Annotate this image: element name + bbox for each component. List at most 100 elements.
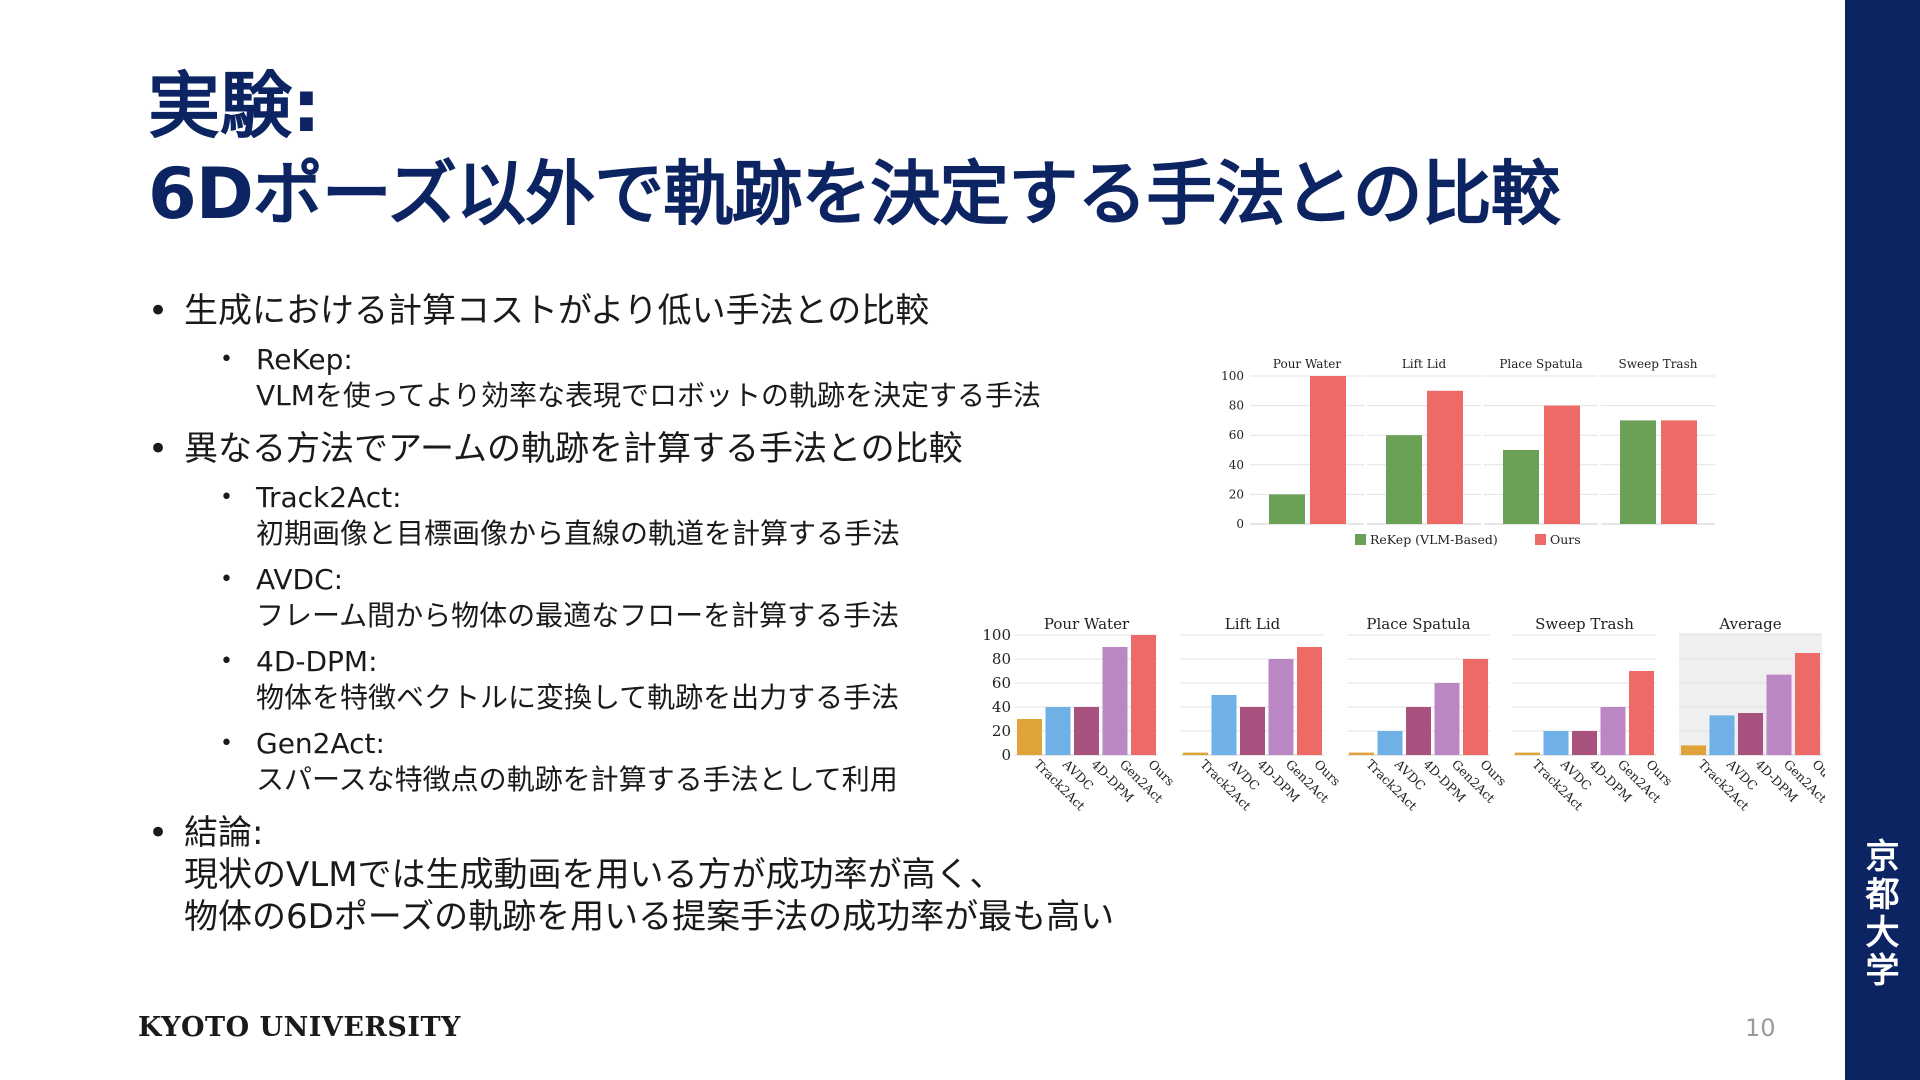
kyoto-university-logo: 京 都 大 学 — [1845, 838, 1920, 990]
bar-avdc — [1211, 695, 1237, 755]
bar-track2act — [1515, 752, 1540, 755]
trajectory-methods-chart: Pour WaterTrack2ActAVDC4D-DPMGen2ActOurs… — [982, 615, 1825, 813]
method-name: Track2Act: — [256, 481, 402, 514]
bar-gen2act — [1102, 647, 1128, 755]
bar-avdc — [1377, 731, 1403, 755]
bullet-list: • 生成における計算コストがより低い手法との比較 • ReKep: VLMを使っ… — [148, 290, 1208, 948]
bar-avdc — [1543, 731, 1569, 755]
y-tick-label: 60 — [992, 674, 1011, 692]
method-desc: スパースな特徴点の軌跡を計算する手法として利用 — [256, 763, 898, 796]
right-sidebar: 京 都 大 学 — [1845, 0, 1920, 1080]
y-tick-label: 0 — [1001, 746, 1011, 764]
panel-title: Average — [1718, 615, 1781, 633]
y-tick-label: 60 — [1229, 428, 1244, 442]
logo-char: 学 — [1865, 951, 1900, 991]
y-tick-label: 20 — [1229, 487, 1244, 501]
method-name: AVDC: — [256, 563, 344, 596]
sub-bullet-glyph: • — [220, 485, 233, 510]
method-desc: VLMを使ってより効率な表現でロボットの軌跡を決定する手法 — [256, 379, 1041, 412]
bullet-text: 結論: — [184, 813, 264, 853]
logo-char: 大 — [1865, 913, 1900, 953]
bar-ours — [1131, 635, 1156, 755]
bar-rekep — [1269, 494, 1305, 524]
sub-bullet-item: • Gen2Act: スパースな特徴点の軌跡を計算する手法として利用 — [148, 726, 1208, 798]
bullet-item-conclusion: • 結論: 現状のVLMでは生成動画を用いる方が成功率が高く、 物体の6Dポーズ… — [148, 812, 1208, 938]
sub-bullet-item: • 4D-DPM: 物体を特徴ベクトルに変換して軌跡を出力する手法 — [148, 644, 1208, 716]
conclusion-line: 現状のVLMでは生成動画を用いる方が成功率が高く、 — [184, 855, 1004, 895]
sub-bullet-item: • ReKep: VLMを使ってより効率な表現でロボットの軌跡を決定する手法 — [148, 342, 1208, 414]
bar-ours — [1795, 653, 1820, 755]
bar-gen2act — [1268, 659, 1294, 755]
bar-4d-dpm — [1572, 731, 1597, 755]
sub-bullet-glyph: • — [220, 649, 233, 674]
title-line-1: 実験: — [148, 64, 321, 148]
title-line-2: 6Dポーズ以外で軌跡を決定する手法との比較 — [148, 153, 1561, 235]
bar-ours — [1661, 420, 1697, 524]
panel-title: Sweep Trash — [1619, 357, 1698, 371]
rekep-comparison-chart: Pour Water Lift Lid Place Spatula Sweep Tra… — [1221, 357, 1715, 547]
bar-ours — [1629, 671, 1654, 755]
bar-avdc — [1709, 715, 1735, 755]
bar-track2act — [1681, 745, 1706, 755]
bar-rekep — [1386, 435, 1422, 524]
bar-track2act — [1183, 752, 1208, 755]
bar-4d-dpm — [1074, 707, 1099, 755]
method-name: 4D-DPM: — [256, 645, 378, 678]
logo-char: 京 — [1865, 837, 1900, 877]
panel-title: Pour Water — [1044, 615, 1130, 633]
bar-rekep — [1503, 450, 1539, 524]
legend-swatch — [1535, 534, 1546, 545]
bar-4d-dpm — [1406, 707, 1431, 755]
method-desc: 初期画像と目標画像から直線の軌道を計算する手法 — [256, 517, 901, 550]
panel-title: Lift Lid — [1225, 615, 1281, 633]
bar-ours — [1297, 647, 1322, 755]
logo-char: 都 — [1865, 875, 1900, 915]
bar-ours — [1463, 659, 1488, 755]
bullet-glyph: • — [148, 291, 169, 331]
bar-4d-dpm — [1738, 713, 1763, 755]
y-tick-label: 80 — [992, 650, 1011, 668]
sub-bullet-item: • AVDC: フレーム間から物体の最適なフローを計算する手法 — [148, 562, 1208, 634]
panel-title: Lift Lid — [1402, 357, 1447, 371]
panel-title: Sweep Trash — [1535, 615, 1634, 633]
bar-4d-dpm — [1240, 707, 1265, 755]
method-desc: フレーム間から物体の最適なフローを計算する手法 — [256, 599, 900, 632]
bar-gen2act — [1600, 707, 1626, 755]
bar-gen2act — [1766, 674, 1792, 755]
y-tick-label: 20 — [992, 722, 1011, 740]
bar-ours — [1544, 405, 1580, 524]
bar-ours — [1427, 390, 1463, 524]
y-tick-label: 40 — [992, 698, 1011, 716]
legend-swatch — [1355, 534, 1366, 545]
panel-title: Place Spatula — [1499, 357, 1582, 371]
y-tick-label: 100 — [1221, 369, 1244, 383]
sub-bullet-item: • Track2Act: 初期画像と目標画像から直線の軌道を計算する手法 — [148, 480, 1208, 552]
conclusion-line: 物体の6Dポーズの軌跡を用いる提案手法の成功率が最も高い — [184, 897, 1115, 937]
y-tick-label: 0 — [1236, 517, 1244, 531]
panel-title: Pour Water — [1273, 357, 1341, 371]
bullet-item: • 異なる方法でアームの軌跡を計算する手法との比較 — [148, 428, 1208, 470]
slide-title: 実験: 6Dポーズ以外で軌跡を決定する手法との比較 — [148, 62, 1828, 238]
bullet-glyph: • — [148, 813, 169, 853]
bar-avdc — [1045, 707, 1071, 755]
panel-title: Place Spatula — [1366, 615, 1470, 633]
bar-track2act — [1017, 719, 1042, 755]
page-number: 10 — [1745, 1014, 1776, 1042]
bar-ours — [1310, 376, 1346, 524]
bar-rekep — [1620, 420, 1656, 524]
method-name: ReKep: — [256, 343, 353, 376]
sub-bullet-glyph: • — [220, 567, 233, 592]
y-tick-label: 100 — [982, 626, 1011, 644]
bullet-glyph: • — [148, 429, 169, 469]
bar-track2act — [1349, 752, 1374, 755]
y-tick-label: 40 — [1229, 458, 1244, 472]
bullet-item: • 生成における計算コストがより低い手法との比較 — [148, 290, 1208, 332]
sub-bullet-glyph: • — [220, 731, 233, 756]
sub-bullet-glyph: • — [220, 347, 233, 372]
bar-gen2act — [1434, 683, 1460, 755]
legend-label: ReKep (VLM-Based) — [1370, 532, 1498, 547]
bullet-text: 生成における計算コストがより低い手法との比較 — [184, 291, 930, 331]
y-tick-label: 80 — [1229, 399, 1244, 413]
legend-label: Ours — [1550, 532, 1581, 547]
bullet-text: 異なる方法でアームの軌跡を計算する手法との比較 — [184, 429, 963, 469]
